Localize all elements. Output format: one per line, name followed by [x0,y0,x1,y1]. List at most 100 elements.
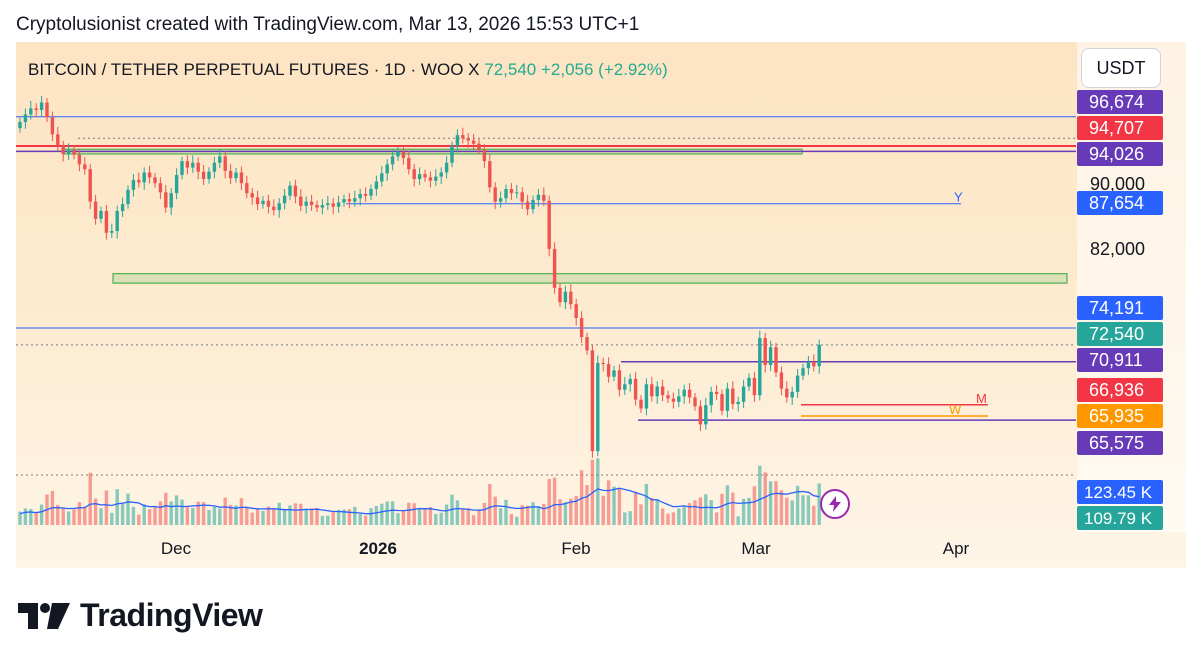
volume-bar [493,496,497,525]
candle-body [574,304,578,318]
volume-bar [401,510,406,525]
volume-bar [639,504,643,525]
candle-body [720,394,724,411]
candle-body [774,347,778,373]
candle-body [266,200,271,207]
candle-body [315,205,319,208]
candle-body [255,197,260,205]
volume-bar [196,501,200,525]
volume-bar [104,490,109,525]
volume-bar [687,503,692,525]
volume-bar [423,508,427,525]
volume-bar [164,492,168,525]
volume-bar [812,505,816,525]
volume-bar [498,508,503,525]
candle-body [153,177,157,184]
last-price: 72,540 [484,60,537,79]
lightning-icon[interactable] [820,489,850,519]
candle-body [644,384,649,409]
candle-body [174,174,179,194]
volume-bar [477,510,481,525]
footer-logo: TradingView [18,597,263,634]
volume-bar [153,506,157,525]
volume-bar [471,515,476,525]
candle-body [56,134,60,147]
candle-body [563,291,568,303]
candle-body [639,399,643,409]
volume-bar [320,515,325,525]
volume-bar [347,509,352,525]
volume-bar [633,491,638,525]
volume-bar [525,505,530,525]
volume-bar [585,485,589,525]
volume-bar [369,508,373,525]
volume-bar [120,504,125,525]
candle-body [164,192,168,208]
candle-body [407,157,411,170]
candle-body [569,291,573,305]
volume-bar [358,513,362,525]
candle-body [768,347,773,366]
date-axis-label: Apr [943,539,970,558]
volume-bar [488,483,492,525]
price-label-text: 87,654 [1089,193,1144,213]
candle-body [525,201,530,210]
volume-bar [790,500,794,525]
volume-bar [174,495,179,525]
candle-body [363,194,368,196]
volume-bar [374,505,379,525]
candle-body [39,102,44,110]
footer-brand: TradingView [80,597,263,633]
volume-bar [795,485,800,525]
volume-bar [336,509,341,525]
candle-body [277,203,281,211]
volume-bar [39,504,44,525]
volume-bar [417,507,422,525]
date-axis-label: Feb [561,539,590,558]
candle-body [558,287,562,303]
candle-body [812,361,816,367]
volume-bar [779,490,784,525]
volume-bar [201,502,206,525]
candle-body [579,317,584,338]
volume-bar [704,494,708,525]
price-label-badge [1077,90,1163,114]
volume-bar [644,483,649,525]
price-label-text: 74,191 [1089,298,1144,318]
candle-body [590,350,595,452]
candle-body [34,108,38,110]
volume-bar [763,472,767,525]
price-label-text: 66,936 [1089,380,1144,400]
volume-bar [407,502,411,525]
candle-body [245,183,249,194]
candle-body [380,173,384,182]
price-label-text: 70,911 [1089,350,1143,370]
chart-area[interactable]: Y M W 90,000 82,000 96,674 94,707 94,026 87,654 7… [16,42,1186,568]
candle-body [72,149,76,155]
candle-body [758,338,762,396]
volume-bar [768,481,773,525]
volume-bar [299,503,303,525]
volume-bar [34,513,38,525]
volume-label-text: 109.79 K [1084,509,1153,528]
candle-body [763,338,767,366]
price-label-badge [1077,116,1163,140]
candle-body [18,122,22,129]
volume-bar [515,516,519,525]
candle-body [304,201,308,206]
volume-bar [293,503,298,525]
volume-bar [385,501,389,525]
volume-bar [304,508,308,525]
date-axis-label: 2026 [359,539,397,558]
currency-button[interactable]: USDT [1081,48,1161,88]
candle-body [385,164,389,174]
volume-label-badge [1077,506,1163,530]
price-chart[interactable]: Y MW 90,000 82,000 96,674 94,707 94,026 87,654 7… [16,42,1186,568]
volume-bar [736,516,740,525]
volume-bar [380,503,384,525]
price-label-badge [1077,348,1163,372]
volume-bar [266,506,271,525]
volume-bar [131,506,136,525]
price-axis-tick: 82,000 [1090,239,1145,259]
volume-bar [29,509,33,525]
